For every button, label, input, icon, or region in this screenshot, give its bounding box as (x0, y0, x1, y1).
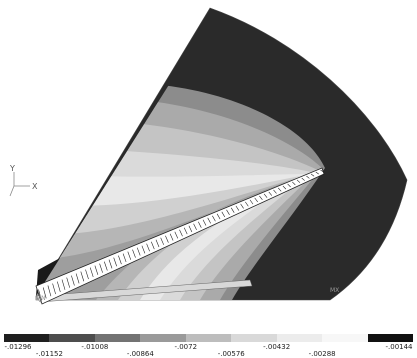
crack-hatch-line (221, 211, 226, 218)
crack-hatch-line (230, 207, 235, 213)
crack-hatch-line (259, 195, 263, 201)
legend-color-cell (94, 334, 141, 342)
contour-plot-viewport: X Y MN MX (9, 7, 408, 305)
legend-value-label: -.00144 (385, 343, 413, 351)
crack-hatch-line (132, 249, 136, 258)
legend-color-cell (4, 334, 50, 342)
crack-hatch-line (104, 261, 108, 271)
legend-value-label: -.01008 (81, 343, 109, 351)
crack-band (35, 167, 325, 305)
crack-hatch-line (268, 191, 273, 196)
legend-value-label: -.00576 (217, 350, 245, 358)
crack-hatch-line (47, 285, 52, 297)
crack-hatch-line (273, 189, 277, 194)
crack-hatch-line (165, 235, 169, 243)
legend-color-cell (231, 334, 278, 342)
legend-value-label: -.00288 (308, 350, 336, 358)
crack-hatch-line (202, 219, 207, 226)
crack-hatch-line (277, 187, 282, 192)
crack-hatch-line (207, 217, 211, 224)
contour-legend: -.01296 -.01152 -.01008 -.00864 -.0072 -.0057… (0, 328, 417, 358)
crack-hatch-line (85, 269, 89, 280)
crack-hatch-line (212, 215, 216, 222)
crack-hatch-line (80, 271, 85, 282)
crack-hatch-line (226, 209, 230, 215)
crack-hatch-line (235, 205, 240, 211)
legend-value-label: -.00432 (263, 343, 291, 351)
crack-hatch-line (183, 227, 188, 235)
crack-hatch-line (155, 239, 160, 248)
legend-color-cell (185, 334, 232, 342)
crack-hatch-line (89, 267, 94, 278)
crack-hatch-line (66, 277, 70, 288)
crack-hatch-line (306, 175, 310, 179)
bottom-edge-strip (35, 279, 253, 303)
crack-hatch-line (188, 225, 193, 233)
triad-y-label: Y (9, 164, 15, 173)
legend-value-label: -.00864 (126, 350, 154, 358)
crack-hatch-line (310, 173, 315, 177)
legend-color-cell (367, 334, 414, 342)
crack-hatch-line (216, 213, 221, 220)
crack-hatch-line (240, 203, 244, 209)
crack-hatch-line (113, 257, 117, 267)
crack-hatch-line (38, 289, 42, 301)
crack-hatch-line (71, 275, 75, 286)
crack-hatch-line (146, 243, 150, 252)
crack-hatch-line (198, 221, 202, 228)
crack-hatch-line (99, 263, 103, 273)
triad-x-label: X (32, 182, 38, 191)
crack-hatch-line (249, 199, 254, 205)
coordinate-triad: X Y (9, 164, 38, 197)
crack-hatch-line (61, 279, 66, 290)
crack-hatch-line (122, 253, 127, 263)
crack-hatch-line (42, 287, 47, 299)
legend-color-cell (322, 334, 369, 342)
legend-value-label: -.01296 (4, 343, 32, 351)
crack-hatch-line (141, 245, 146, 254)
crack-hatch-line (315, 171, 319, 175)
crack-hatch-line (94, 265, 99, 275)
crack-hatch-line (301, 177, 305, 181)
node-label-mn: MN (36, 295, 46, 302)
crack-hatch-line (245, 201, 249, 207)
crack-hatch-line (254, 197, 258, 203)
crack-hatch-line (118, 255, 122, 265)
crack-hatch-line (169, 233, 174, 241)
crack-hatch-line (108, 259, 113, 269)
crack-hatch-line (320, 169, 324, 173)
crack-hatch-line (151, 241, 155, 250)
crack-hatch-line (287, 183, 291, 188)
crack-hatch-line (75, 273, 80, 284)
crack-hatch-line (282, 185, 287, 190)
crack-hatch-line (179, 229, 183, 237)
crack-hatch-line (136, 247, 141, 256)
crack-hatch-line (127, 251, 132, 260)
crack-hatch-line (57, 281, 61, 293)
crack-hatch-line (292, 181, 296, 186)
crack-hatch-line (52, 283, 56, 295)
crack-hatch-line (263, 193, 268, 198)
legend-color-cell (49, 334, 96, 342)
legend-color-cell (276, 334, 323, 342)
legend-value-label: -.0072 (174, 343, 198, 351)
crack-hatch-line (174, 231, 179, 239)
legend-value-label: -.01152 (35, 350, 63, 358)
crack-hatch-line (193, 223, 197, 230)
crack-hatch-line (160, 237, 164, 245)
crack-hatch-line (296, 179, 301, 183)
legend-color-cell (140, 334, 187, 342)
node-label-mx: MX (330, 287, 339, 294)
